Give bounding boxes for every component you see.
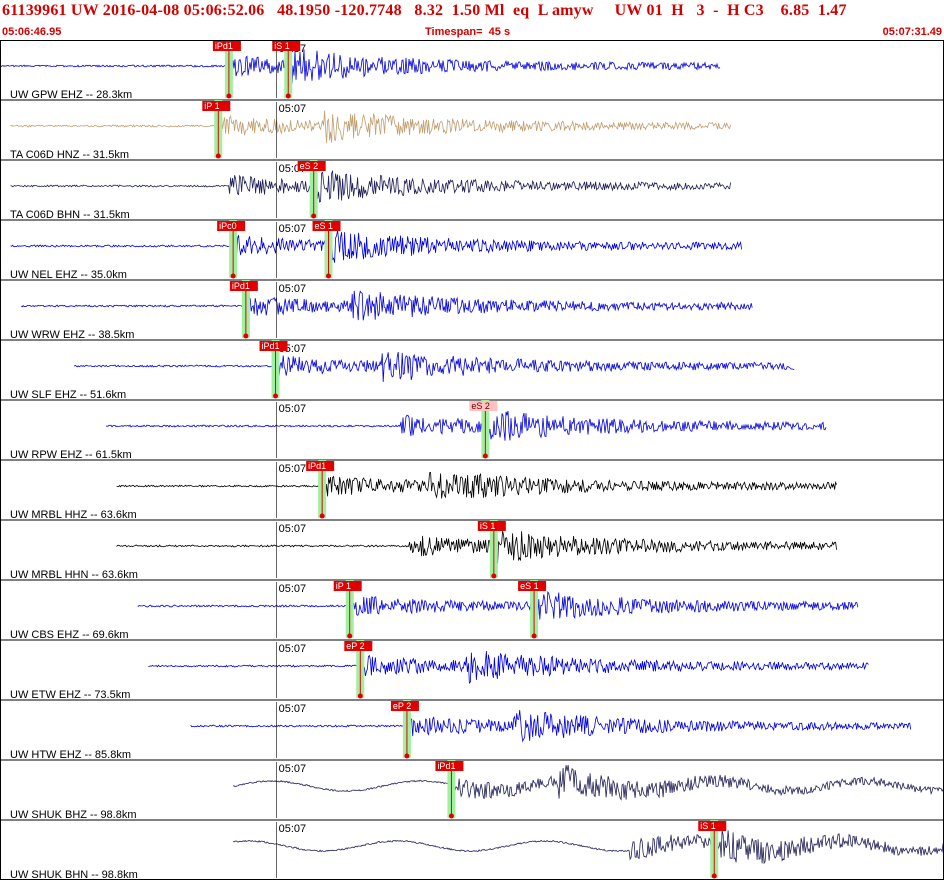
trace-label: UW SLF EHZ -- 51.6km xyxy=(10,389,126,401)
trace-label: UW NEL EHZ -- 35.0km xyxy=(10,269,127,281)
trace-label: UW SHUK BHN -- 98.8km xyxy=(10,869,138,880)
pick-marker xyxy=(285,93,291,99)
trace-label: UW SHUK BHZ -- 98.8km xyxy=(10,809,137,821)
trace-label: UW HTW EHZ -- 85.8km xyxy=(10,749,131,761)
pick-label: iP 1 xyxy=(336,581,351,591)
pick-label-box xyxy=(333,581,362,591)
pick-label: iPd1 xyxy=(262,341,280,351)
minute-marker-label: 05:07 xyxy=(279,763,307,775)
pick-label-box xyxy=(344,641,373,651)
pick-marker xyxy=(491,573,497,579)
pick-label-box xyxy=(477,521,506,531)
pick-marker xyxy=(226,93,232,99)
trace-label: UW RPW EHZ -- 61.5km xyxy=(10,449,132,461)
trace-label: TA C06D BHN -- 31.5km xyxy=(10,209,130,221)
pick-label: iPd1 xyxy=(308,461,326,471)
pick-marker xyxy=(230,273,236,279)
pick-label: eS 1 xyxy=(315,221,334,231)
pick-marker xyxy=(404,753,410,759)
trace-waveform xyxy=(105,410,827,441)
minute-marker-label: 05:07 xyxy=(279,523,307,535)
pick-label: eP 2 xyxy=(393,701,411,711)
pick-marker xyxy=(319,513,325,519)
trace-waveform xyxy=(233,765,944,801)
pick-marker xyxy=(448,813,454,819)
trace-waveform xyxy=(10,170,731,203)
pick-label-box xyxy=(259,341,288,351)
trace-label: UW CBS EHZ -- 69.6km xyxy=(10,629,129,641)
start-time: 05:06:46.95 xyxy=(2,26,62,38)
trace-waveform xyxy=(137,590,859,620)
minute-marker-label: 05:07 xyxy=(279,583,307,595)
end-time: 05:07:31.49 xyxy=(882,26,942,38)
trace-waveform xyxy=(73,351,795,382)
pick-marker xyxy=(357,693,363,699)
pick-marker xyxy=(311,213,317,219)
trace-label: TA C06D HNZ -- 31.5km xyxy=(10,149,129,161)
trace-waveform xyxy=(10,230,742,263)
trace-waveform xyxy=(116,472,837,499)
pick-label-box xyxy=(390,701,419,711)
minute-marker-label: 05:07 xyxy=(279,103,307,115)
pick-label-box xyxy=(229,281,258,291)
pick-label: eS 2 xyxy=(471,401,490,411)
trace-waveform xyxy=(10,110,731,144)
pick-label-box xyxy=(217,221,246,231)
trace-label: UW MRBL HHN -- 63.6km xyxy=(10,569,138,581)
pick-label: eS 1 xyxy=(520,581,539,591)
trace-waveform xyxy=(190,710,912,743)
trace-waveform xyxy=(232,830,944,865)
trace-label: UW WRW EHZ -- 38.5km xyxy=(10,329,134,341)
pick-label-box xyxy=(469,401,498,411)
pick-label-box xyxy=(306,461,335,471)
pick-marker xyxy=(347,633,353,639)
pick-label-box xyxy=(698,821,727,831)
pick-label-box xyxy=(212,41,241,51)
pick-label: iP 1 xyxy=(204,101,219,111)
minute-marker-label: 05:07 xyxy=(279,463,307,475)
pick-label: iPd1 xyxy=(232,281,250,291)
pick-label-box xyxy=(312,221,341,231)
pick-marker xyxy=(243,333,249,339)
trace-waveform xyxy=(148,650,869,684)
minute-marker-label: 05:07 xyxy=(279,403,307,415)
header-bar: 61139961 UW 2016-04-08 05:06:52.06 48.19… xyxy=(0,0,944,40)
minute-marker-label: 05:07 xyxy=(279,823,307,835)
pick-label: iS 1 xyxy=(480,521,496,531)
pick-label-box xyxy=(297,161,326,171)
pick-marker xyxy=(482,453,488,459)
pick-label: eS 2 xyxy=(300,161,319,171)
pick-marker xyxy=(273,393,279,399)
pick-label: iPd1 xyxy=(437,761,455,771)
trace-label: UW MRBL HHZ -- 63.6km xyxy=(10,509,137,521)
pick-label: iS 1 xyxy=(274,41,290,51)
trace-waveform xyxy=(0,49,721,84)
pick-label-box xyxy=(435,761,464,771)
trace-waveform xyxy=(20,290,753,321)
minute-marker-label: 05:07 xyxy=(279,223,307,235)
pick-label-box xyxy=(518,581,547,591)
pick-marker xyxy=(711,873,717,879)
pick-label: eP 2 xyxy=(346,641,364,651)
seismogram-plot: 05:07iPd1iS 1UW GPW EHZ -- 28.3km05:07iP… xyxy=(0,40,944,880)
pick-label: iPc0 xyxy=(219,221,237,231)
pick-label-box xyxy=(272,41,301,51)
trace-waveform xyxy=(116,531,837,564)
pick-marker xyxy=(531,633,537,639)
pick-marker xyxy=(215,153,221,159)
minute-marker-label: 05:07 xyxy=(279,703,307,715)
pick-label: iPd1 xyxy=(215,41,233,51)
minute-marker-label: 05:07 xyxy=(279,643,307,655)
event-title: 61139961 UW 2016-04-08 05:06:52.06 48.19… xyxy=(2,2,847,19)
timespan-label: Timespan= 45 s xyxy=(425,26,511,38)
pick-marker xyxy=(326,273,332,279)
pick-label: iS 1 xyxy=(700,821,716,831)
minute-marker-label: 05:07 xyxy=(279,283,307,295)
trace-label: UW ETW EHZ -- 73.5km xyxy=(10,689,130,701)
pick-label-box xyxy=(202,101,231,111)
trace-label: UW GPW EHZ -- 28.3km xyxy=(10,89,132,101)
